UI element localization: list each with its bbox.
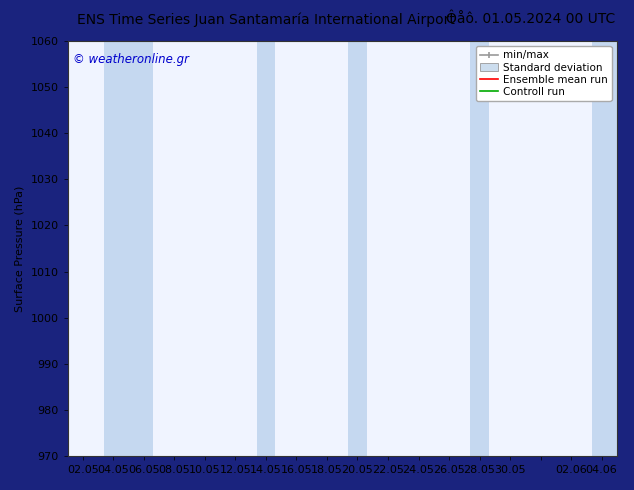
Legend: min/max, Standard deviation, Ensemble mean run, Controll run: min/max, Standard deviation, Ensemble me…: [476, 46, 612, 101]
Bar: [470, 41, 489, 456]
Bar: [257, 41, 275, 456]
Bar: [592, 41, 617, 456]
Text: © weatheronline.gr: © weatheronline.gr: [73, 53, 189, 67]
Bar: [348, 41, 366, 456]
Text: ENS Time Series Juan Santamaría International Airport: ENS Time Series Juan Santamaría Internat…: [77, 12, 455, 27]
Text: Ôåô. 01.05.2024 00 UTC: Ôåô. 01.05.2024 00 UTC: [446, 12, 615, 26]
Y-axis label: Surface Pressure (hPa): Surface Pressure (hPa): [15, 185, 25, 312]
Bar: [105, 41, 153, 456]
